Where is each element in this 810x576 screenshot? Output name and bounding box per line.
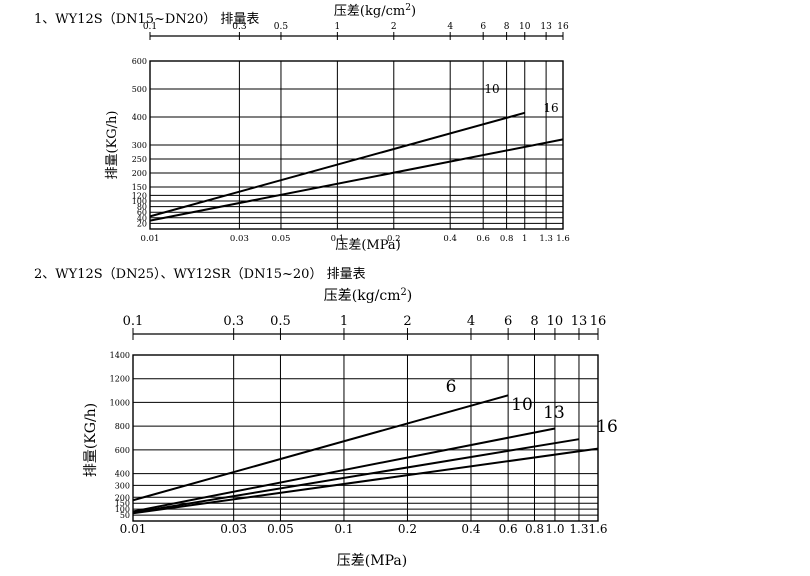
chart1-x-tick-label: 0.2 bbox=[387, 234, 401, 244]
chart1-y-tick-label: 400 bbox=[132, 113, 147, 122]
chart1-x-tick-label: 0.8 bbox=[500, 234, 514, 244]
chart1-x-tick-label: 1.3 bbox=[539, 234, 553, 244]
chart2-x-tick-label: 0.8 bbox=[525, 522, 544, 536]
chart1-top-tick-label: 1 bbox=[335, 22, 341, 32]
chart2-x-tick-label: 1.3 bbox=[569, 522, 588, 536]
chart2-title: 2、WY12S（DN25）、WY12SR（DN15~20） 排量表 bbox=[34, 267, 366, 282]
chart2-x-tick-label: 0.03 bbox=[220, 522, 247, 536]
chart1-y-tick-label: 120 bbox=[132, 191, 147, 200]
chart2-y-tick-label: 200 bbox=[115, 493, 130, 502]
chart2-y-tick-label: 1000 bbox=[110, 398, 130, 407]
chart2-y-tick-label: 150 bbox=[115, 499, 130, 508]
chart2-y-tick-label: 300 bbox=[115, 481, 130, 490]
chart1-series-line-16 bbox=[149, 138, 564, 222]
chart1-x-tick-label: 0.4 bbox=[443, 234, 457, 244]
chart2-top-tick-label: 4 bbox=[467, 314, 475, 329]
chart2-top-tick-label: 0.1 bbox=[123, 314, 144, 329]
chart1-top-tick-label: 6 bbox=[480, 22, 486, 32]
chart2-top-tick-label: 6 bbox=[504, 314, 512, 329]
chart1-x-tick-label: 1 bbox=[522, 234, 527, 244]
chart1-y-tick-label: 80 bbox=[137, 203, 147, 212]
chart1-y-tick-label: 20 bbox=[137, 219, 147, 228]
chart2-y-tick-label: 600 bbox=[115, 446, 130, 455]
chart2-x-axis-title: 压差(MPa) bbox=[337, 553, 407, 569]
chart1-y-tick-label: 100 bbox=[132, 197, 147, 206]
chart2-x-tick-label: 0.6 bbox=[499, 522, 518, 536]
chart2-series-line-6 bbox=[132, 394, 509, 502]
chart2-top-tick-label: 1 bbox=[340, 314, 348, 329]
chart1-top-tick-label: 2 bbox=[391, 22, 397, 32]
chart1-y-tick-label: 200 bbox=[132, 169, 147, 178]
chart1-y-tick-label: 60 bbox=[137, 208, 147, 217]
chart2-top-tick-label: 0.5 bbox=[270, 314, 291, 329]
chart2-x-tick-label: 0.05 bbox=[267, 522, 294, 536]
chart1-top-tick-label: 0.1 bbox=[143, 22, 157, 32]
chart2-y-tick-label: 1400 bbox=[110, 351, 130, 360]
chart2-series-line-13 bbox=[132, 438, 580, 514]
chart2-plot-frame bbox=[132, 354, 599, 522]
chart2-x-tick-label: 0.4 bbox=[461, 522, 480, 536]
chart1-y-tick-label: 40 bbox=[137, 214, 147, 223]
chart1-top-tick-label: 8 bbox=[504, 22, 510, 32]
chart1-plot-frame bbox=[149, 60, 564, 230]
chart2-top-axis-title: 压差(kg/cm2) bbox=[324, 287, 412, 304]
chart1-x-axis-title: 压差(MPa) bbox=[335, 238, 400, 253]
chart2-y-tick-label: 1200 bbox=[110, 375, 130, 384]
chart1-y-tick-label: 600 bbox=[132, 57, 147, 66]
chart1-series-line-10 bbox=[149, 111, 526, 218]
chart1-y-axis-title: 排量(KG/h) bbox=[105, 111, 120, 180]
chart1-x-tick-label: 0.1 bbox=[331, 234, 345, 244]
chart2-series-line-16 bbox=[132, 447, 599, 515]
chart2-series-label-10: 10 bbox=[511, 395, 533, 415]
chart1-y-tick-label: 250 bbox=[132, 155, 147, 164]
chart2-y-tick-label: 800 bbox=[115, 422, 130, 431]
chart2-x-tick-label: 1.6 bbox=[588, 522, 607, 536]
chart1-x-tick-label: 0.05 bbox=[272, 234, 291, 244]
chart2-y-tick-label: 400 bbox=[115, 470, 130, 479]
chart1-y-tick-label: 500 bbox=[132, 85, 147, 94]
chart1-x-tick-label: 0.6 bbox=[476, 234, 490, 244]
chart1-x-tick-label: 0.03 bbox=[230, 234, 249, 244]
chart2-y-axis-title: 排量(KG/h) bbox=[83, 403, 99, 477]
chart2-top-tick-label: 8 bbox=[530, 314, 538, 329]
chart1-top-tick-label: 16 bbox=[557, 22, 569, 32]
chart1-x-tick-label: 1.6 bbox=[556, 234, 570, 244]
chart1-top-tick-label: 10 bbox=[519, 22, 531, 32]
chart2-top-tick-label: 2 bbox=[403, 314, 411, 329]
chart1-top-tick-label: 0.5 bbox=[274, 22, 289, 32]
chart2-top-tick-label: 0.3 bbox=[223, 314, 244, 329]
chart2-y-tick-label: 50 bbox=[120, 511, 130, 520]
chart1-title: 1、WY12S（DN15~DN20） 排量表 bbox=[34, 12, 260, 27]
chart2-top-tick-label: 16 bbox=[590, 314, 607, 329]
chart1-y-tick-label: 150 bbox=[132, 183, 147, 192]
chart1-x-tick-label: 0.01 bbox=[141, 234, 160, 244]
chart2-x-tick-label: 0.2 bbox=[398, 522, 417, 536]
chart2-series-line-10 bbox=[132, 427, 556, 513]
chart1-top-tick-label: 0.3 bbox=[232, 22, 247, 32]
chart1-top-tick-label: 4 bbox=[447, 22, 453, 32]
chart2-top-tick-label: 10 bbox=[547, 314, 564, 329]
chart1-y-tick-label: 300 bbox=[132, 141, 147, 150]
chart2-x-tick-label: 0.1 bbox=[334, 522, 353, 536]
chart1-top-tick-label: 13 bbox=[540, 22, 552, 32]
chart1-series-label-16: 16 bbox=[543, 101, 558, 115]
chart2-y-tick-label: 100 bbox=[115, 505, 130, 514]
chart2-top-tick-label: 13 bbox=[571, 314, 588, 329]
chart1-top-axis-title: 压差(kg/cm2) bbox=[334, 3, 416, 19]
chart2-x-tick-label: 1.0 bbox=[545, 522, 564, 536]
chart2-series-label-13: 13 bbox=[543, 403, 565, 423]
chart1-series-label-10: 10 bbox=[484, 82, 499, 96]
chart2-x-tick-label: 0.01 bbox=[120, 522, 147, 536]
chart2-series-label-16: 16 bbox=[596, 417, 618, 437]
chart2-series-label-6: 6 bbox=[446, 377, 457, 397]
